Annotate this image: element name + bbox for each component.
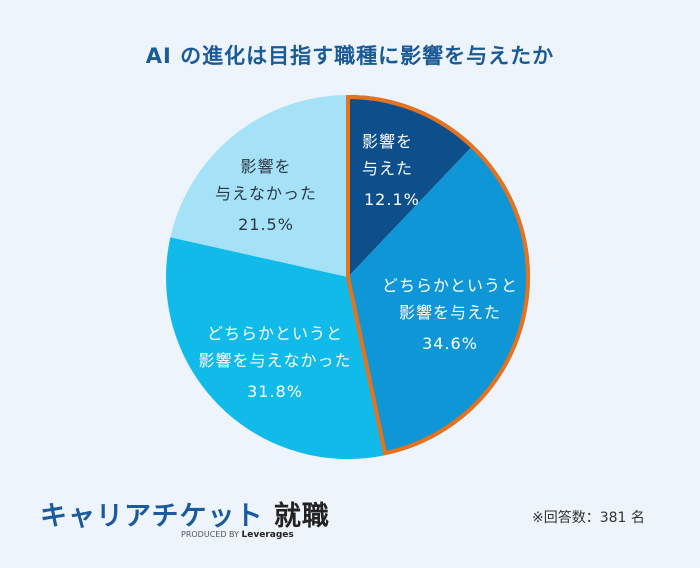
slice-label-affected: 影響を 与えた 12.1% [362,132,420,209]
brand-logo: キャリアチケット 就職 PRODUCED BY Leverages [40,494,330,540]
slice-label-somewhat-affected: どちらかというと 影響を与えた 34.6% [381,276,518,353]
logo-brand-text: キャリアチケット [40,501,264,532]
pie-slice-2 [348,145,530,456]
pie-slice-4 [170,95,348,277]
logo-produced-by: PRODUCED BY [181,530,239,539]
logo-company: Leverages [241,530,294,540]
logo-suffix-text: 就職 [273,501,330,532]
slice-label-not-affected: 影響を 与えなかった 21.5% [214,157,317,234]
pie-slice-1 [348,95,474,277]
chart-title: AI の進化は目指す職種に影響を与えたか [145,44,555,68]
response-count-note: ※回答数：381 名 [532,510,645,526]
pie-slice-3 [166,237,386,459]
slice-label-somewhat-not-affected: どちらかというと 影響を与えなかった 31.8% [198,324,352,401]
highlight-outline [346,94,530,456]
